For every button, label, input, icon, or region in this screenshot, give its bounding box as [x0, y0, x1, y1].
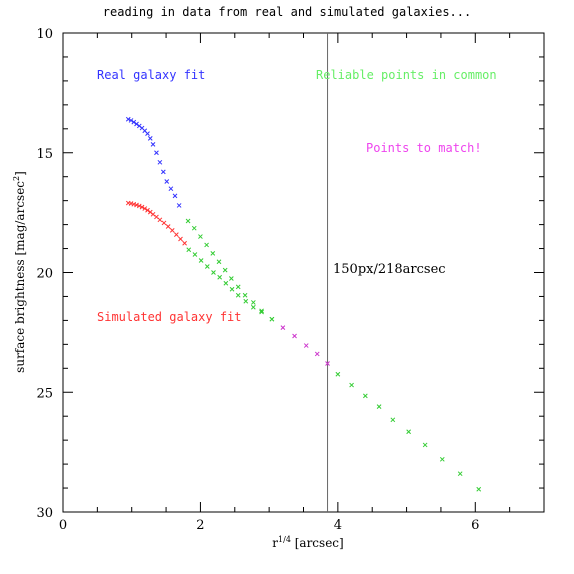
data-point [204, 264, 210, 269]
data-point [134, 202, 139, 208]
data-point [457, 471, 463, 477]
data-point [160, 169, 166, 175]
annotation-reliable-points: Reliable points in common [316, 68, 497, 82]
y-tick-label: 30 [36, 506, 53, 521]
x-tick-label: 4 [334, 518, 342, 533]
data-point [292, 333, 297, 339]
data-point [210, 250, 216, 256]
x-axis-label: r1/4 [arcsec] [272, 535, 343, 550]
data-point [176, 203, 182, 208]
data-point [172, 193, 178, 199]
data-point [145, 131, 150, 136]
data-point [186, 247, 192, 253]
data-point [145, 207, 150, 213]
data-point [242, 292, 248, 298]
data-point [376, 404, 382, 409]
data-point [422, 442, 428, 448]
data-point [157, 159, 163, 165]
data-point [211, 270, 216, 275]
data-point [134, 121, 139, 127]
x-tick-label: 6 [471, 518, 479, 533]
y-axis-label: surface brightness [mag/arcsec2] [12, 171, 27, 373]
data-point [142, 206, 148, 211]
y-tick-label: 10 [36, 27, 53, 42]
data-point [476, 486, 482, 492]
data-point [250, 304, 256, 310]
annotation-points-to-match: Points to match! [366, 141, 482, 155]
data-point [157, 217, 163, 223]
axis-ticks: 0 2 4 6 10 15 20 25 30 [36, 27, 545, 533]
data-point [125, 116, 131, 122]
data-point [198, 234, 203, 239]
data-point [174, 232, 179, 238]
data-point [164, 179, 170, 184]
data-point [335, 371, 341, 377]
data-point [131, 119, 137, 125]
data-point [222, 267, 228, 273]
y-tick-label: 25 [36, 386, 53, 401]
data-point [169, 227, 175, 233]
annotation-real-galaxy-fit: Real galaxy fit [97, 68, 205, 82]
data-point [192, 252, 198, 257]
data-point [150, 211, 156, 217]
data-point [259, 308, 264, 314]
annotation-resolution: 150px/218arcsec [333, 262, 446, 277]
data-point [235, 292, 241, 298]
data-point [161, 220, 167, 226]
data-point [228, 276, 234, 281]
data-point [128, 118, 134, 123]
data-point [269, 316, 275, 322]
y-tick-label: 20 [36, 267, 53, 282]
data-point [390, 417, 396, 423]
data-point [362, 393, 368, 399]
data-point [235, 284, 241, 290]
data-point [259, 309, 264, 315]
data-point [204, 242, 209, 248]
data-point [314, 351, 320, 357]
data-point [165, 224, 171, 229]
x-tick-label: 2 [196, 518, 204, 533]
plot-frame [62, 32, 545, 513]
data-point [439, 456, 445, 462]
data-point [154, 150, 159, 156]
y-tick-label: 15 [36, 147, 53, 162]
data-point [168, 186, 174, 192]
data-point [406, 429, 411, 435]
annotation-simulated-galaxy-fit: Simulated galaxy fit [97, 310, 242, 324]
data-point [217, 274, 223, 280]
data-point [182, 240, 187, 246]
data-point [191, 225, 197, 231]
data-points [125, 116, 482, 492]
data-point [325, 361, 330, 366]
x-tick-label: 0 [59, 518, 67, 533]
data-point [185, 218, 191, 224]
data-point [349, 382, 354, 388]
data-point [136, 203, 142, 209]
data-point [198, 258, 204, 263]
data-point [229, 286, 235, 292]
data-point [178, 236, 183, 242]
data-point [150, 142, 156, 147]
data-point [147, 136, 153, 141]
data-point [216, 259, 222, 265]
data-point [243, 298, 249, 304]
data-point [280, 325, 286, 330]
data-point [250, 300, 256, 305]
data-point [303, 343, 309, 348]
chart-title: reading in data from real and simulated … [103, 5, 471, 19]
data-point [223, 280, 229, 286]
data-point [139, 204, 145, 210]
